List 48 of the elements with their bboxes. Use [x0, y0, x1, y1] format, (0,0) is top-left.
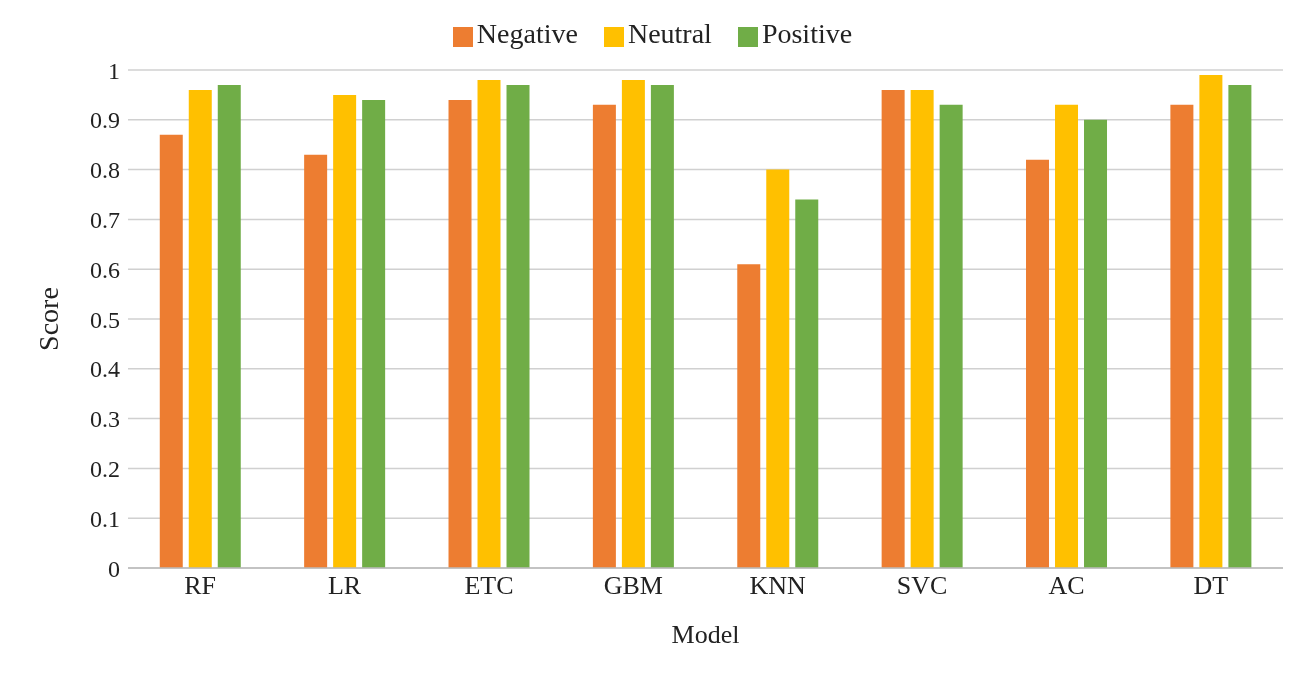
y-tick-label: 0.1 — [90, 505, 120, 532]
bar — [1199, 74, 1223, 568]
bar — [188, 89, 212, 568]
y-tick-label: 0 — [108, 555, 120, 582]
y-tick-label: 0.5 — [90, 306, 120, 333]
x-tick-label: DT — [1193, 571, 1229, 601]
legend-label: Positive — [761, 18, 853, 49]
x-axis-title: Model — [671, 620, 740, 649]
y-tick-label: 0.4 — [90, 356, 120, 383]
legend-label: Negative — [476, 18, 578, 49]
bar — [766, 169, 790, 568]
bar — [795, 199, 819, 568]
bar — [1228, 84, 1252, 568]
legend-label: Neutral — [627, 18, 712, 49]
y-tick-label: 0.7 — [90, 206, 120, 233]
x-tick-label: LR — [327, 571, 362, 601]
bar — [910, 89, 934, 568]
y-axis-title: Score — [32, 287, 64, 351]
y-tick-label: 0.3 — [90, 406, 120, 433]
bar — [448, 99, 472, 568]
y-tick-label: 0.9 — [90, 107, 120, 134]
bar — [621, 79, 645, 568]
bar — [159, 134, 183, 568]
bar — [650, 84, 674, 568]
bar — [217, 84, 241, 568]
x-tick-label: GBM — [603, 571, 663, 601]
x-tick-label: ETC — [464, 571, 514, 601]
x-tick-label: AC — [1048, 571, 1085, 601]
bar — [362, 99, 386, 568]
bar — [477, 79, 501, 568]
bar — [939, 104, 963, 568]
bar — [592, 104, 616, 568]
bar — [506, 84, 530, 568]
x-tick-label: RF — [184, 571, 217, 601]
bar — [304, 154, 328, 568]
bar — [1026, 159, 1050, 568]
y-tick-label: 1 — [108, 57, 120, 84]
bar — [737, 264, 761, 568]
bar — [881, 89, 905, 568]
bar — [333, 94, 357, 568]
bar — [1170, 104, 1194, 568]
y-tick-label: 0.8 — [90, 157, 120, 184]
bar — [1055, 104, 1079, 568]
x-tick-label: KNN — [749, 571, 807, 601]
bar — [1084, 119, 1108, 568]
y-tick-label: 0.6 — [90, 256, 120, 283]
y-tick-label: 0.2 — [90, 455, 120, 482]
x-tick-label: SVC — [896, 571, 948, 601]
